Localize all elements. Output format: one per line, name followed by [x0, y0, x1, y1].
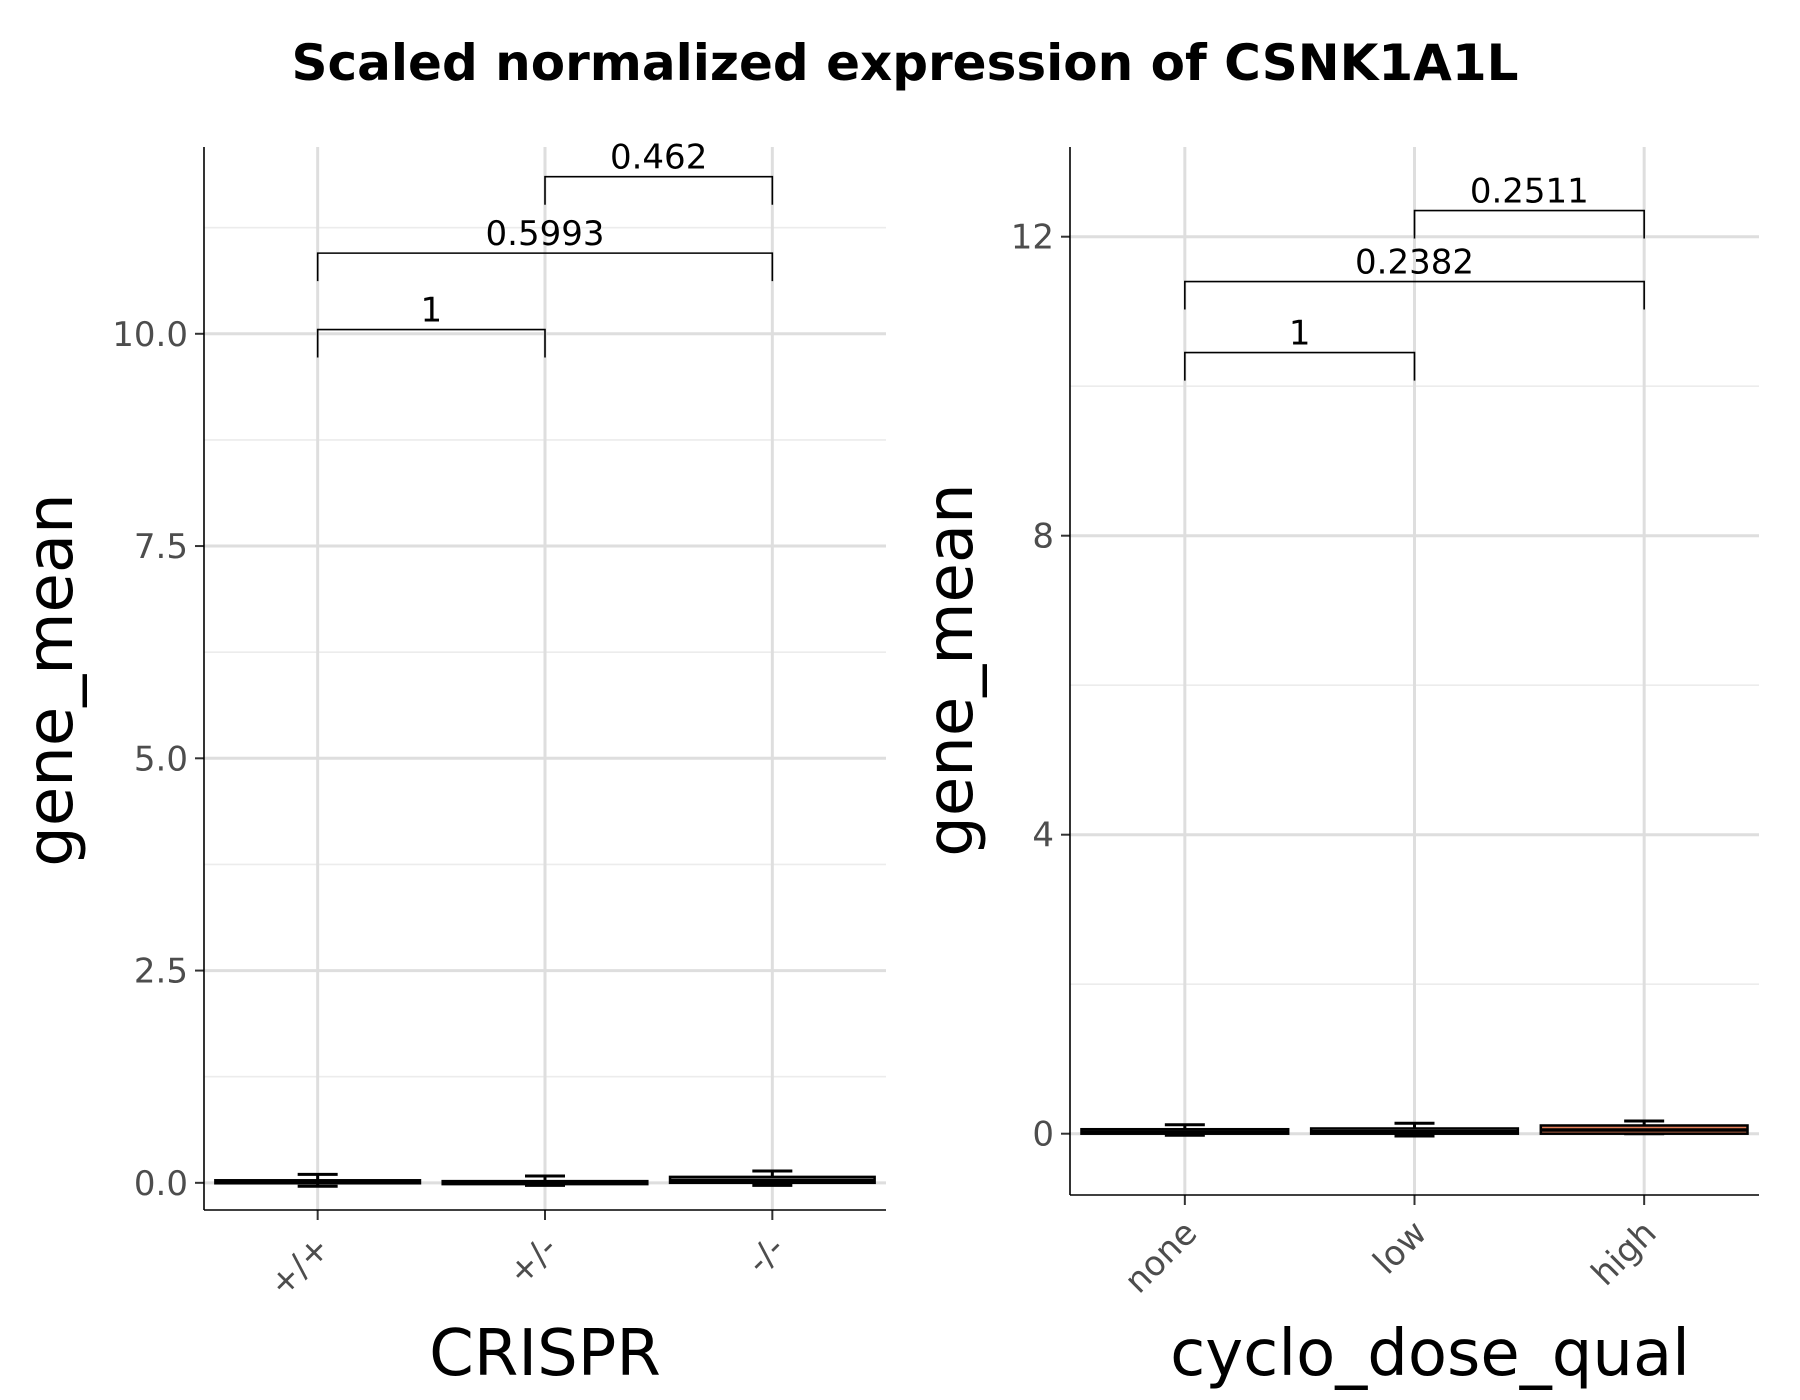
x-tick-label: +/+	[261, 1228, 338, 1305]
x-axis-title: cyclo_dose_qual	[1170, 1317, 1690, 1391]
x-tick-label: low	[1366, 1213, 1435, 1282]
box-+/-	[441, 1174, 649, 1187]
y-axis-title: gene_mean	[914, 483, 988, 856]
x-tick-label: none	[1117, 1213, 1205, 1301]
panel-cyclo-dose: 0 4 8 12 none low high 1 0.2382 0.2511 cyclo_dose_…	[914, 147, 1759, 1391]
y-tick-label: 0.0	[134, 1164, 188, 1204]
y-tick-label: 2.5	[134, 952, 188, 992]
y-tick-label: 12	[1011, 218, 1054, 258]
y-tick-label: 10.0	[112, 315, 188, 355]
x-tick-label: +/-	[500, 1228, 565, 1293]
x-tick-label: high	[1584, 1213, 1665, 1294]
x-axis-title: CRISPR	[429, 1317, 661, 1391]
y-tick-label: 7.5	[134, 527, 188, 567]
y-tick-label: 8	[1032, 517, 1054, 557]
p-value-label: 1	[1289, 314, 1311, 354]
box-high	[1539, 1119, 1749, 1136]
y-tick-label: 5.0	[134, 739, 188, 779]
comparison-bracket	[1413, 209, 1645, 239]
comparison-bracket	[316, 252, 774, 282]
p-value-label: 1	[421, 291, 443, 331]
comparison-bracket	[316, 328, 546, 358]
y-tick-label: 4	[1032, 816, 1054, 856]
x-tick-label: -/-	[739, 1228, 793, 1282]
p-value-label: 0.2511	[1470, 172, 1589, 212]
p-value-label: 0.462	[610, 138, 707, 178]
comparison-bracket	[544, 175, 774, 205]
y-tick-label: 0	[1032, 1115, 1054, 1155]
box-none	[1080, 1123, 1290, 1137]
box--/-	[668, 1169, 876, 1187]
p-value-label: 0.5993	[486, 214, 605, 254]
comparison-bracket	[1184, 351, 1416, 381]
figure-title: Scaled normalized expression of CSNK1A1L	[292, 34, 1519, 92]
box-+/+	[214, 1172, 422, 1188]
y-axis-title: gene_mean	[14, 493, 88, 866]
box-low	[1309, 1121, 1520, 1138]
p-value-label: 0.2382	[1355, 243, 1474, 283]
comparison-bracket	[1184, 280, 1645, 310]
